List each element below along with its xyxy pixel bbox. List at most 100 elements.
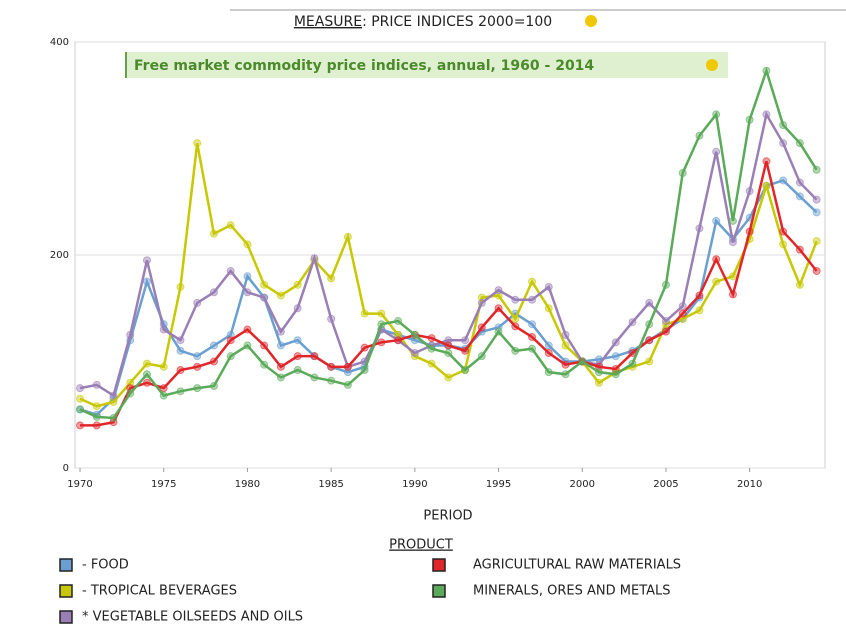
data-point [260,293,269,302]
data-point [728,216,737,225]
x-tick-label: 1980 [235,479,260,490]
data-point [360,309,369,318]
data-point [645,320,654,329]
data-point [812,165,821,174]
data-point [142,370,151,379]
data-point [109,413,118,422]
data-point [795,178,804,187]
data-point [461,346,470,355]
data-point [394,317,403,326]
data-point [477,323,486,332]
data-point [92,402,101,411]
data-point [762,181,771,190]
x-tick-label: 1975 [151,479,176,490]
data-point [544,282,553,291]
data-point [528,320,537,329]
data-point [611,370,620,379]
data-point [728,290,737,299]
data-point [728,272,737,281]
data-point [611,352,620,361]
x-tick-label: 1995 [486,479,511,490]
data-point [176,346,185,355]
info-icon[interactable] [585,15,597,27]
data-point [544,348,553,357]
data-point [779,240,788,249]
data-point [209,288,218,297]
data-point [327,362,336,371]
y-tick-label: 400 [50,37,69,48]
data-point [92,380,101,389]
data-point [159,391,168,400]
data-point [276,341,285,350]
data-point [645,357,654,366]
data-point [343,362,352,371]
title-text: : PRICE INDICES 2000=100 [362,14,552,30]
data-point [528,333,537,342]
data-point [544,304,553,313]
data-point [276,327,285,336]
data-point [310,352,319,361]
data-point [762,110,771,119]
data-point [594,378,603,387]
data-point [678,309,687,318]
data-point [712,216,721,225]
data-point [243,240,252,249]
data-point [695,291,704,300]
data-point [109,391,118,400]
data-point [795,280,804,289]
data-point [578,357,587,366]
data-point [193,352,202,361]
data-point [360,366,369,375]
data-point [812,195,821,204]
data-point [193,362,202,371]
y-tick-label: 0 [63,463,69,474]
data-point [645,298,654,307]
measure-label: MEASURE [294,14,362,30]
data-point [494,286,503,295]
data-point [461,336,470,345]
data-point [678,302,687,311]
data-point [226,352,235,361]
legend-swatch [432,558,446,572]
data-point [594,368,603,377]
data-point [795,245,804,254]
data-point [561,341,570,350]
data-point [628,359,637,368]
data-point [561,370,570,379]
data-point [243,341,252,350]
data-point [209,357,218,366]
data-point [528,277,537,286]
data-point [92,421,101,430]
series-line [79,66,818,420]
data-point [661,317,670,326]
data-point [293,280,302,289]
data-point [511,314,520,323]
legend-label: AGRICULTURAL RAW MATERIALS [473,558,681,573]
info-icon[interactable] [706,59,718,71]
data-point [812,237,821,246]
data-point [779,139,788,148]
data-point [260,341,269,350]
data-point [142,256,151,265]
data-point [628,318,637,327]
data-point [142,277,151,286]
data-point [243,325,252,334]
data-point [477,352,486,361]
data-point [745,187,754,196]
chart-title: MEASURE: PRICE INDICES 2000=100 [294,14,552,30]
x-tick-label: 2005 [653,479,678,490]
data-point [695,306,704,315]
x-tick-label: 2000 [570,479,595,490]
data-point [126,389,135,398]
legend-swatch [59,558,73,572]
data-point [779,176,788,185]
data-point [745,115,754,124]
legend-swatch [59,584,73,598]
data-point [377,309,386,318]
data-point [795,139,804,148]
data-point [528,295,537,304]
data-point [109,397,118,406]
data-point [812,266,821,275]
data-point [293,352,302,361]
data-point [176,282,185,291]
